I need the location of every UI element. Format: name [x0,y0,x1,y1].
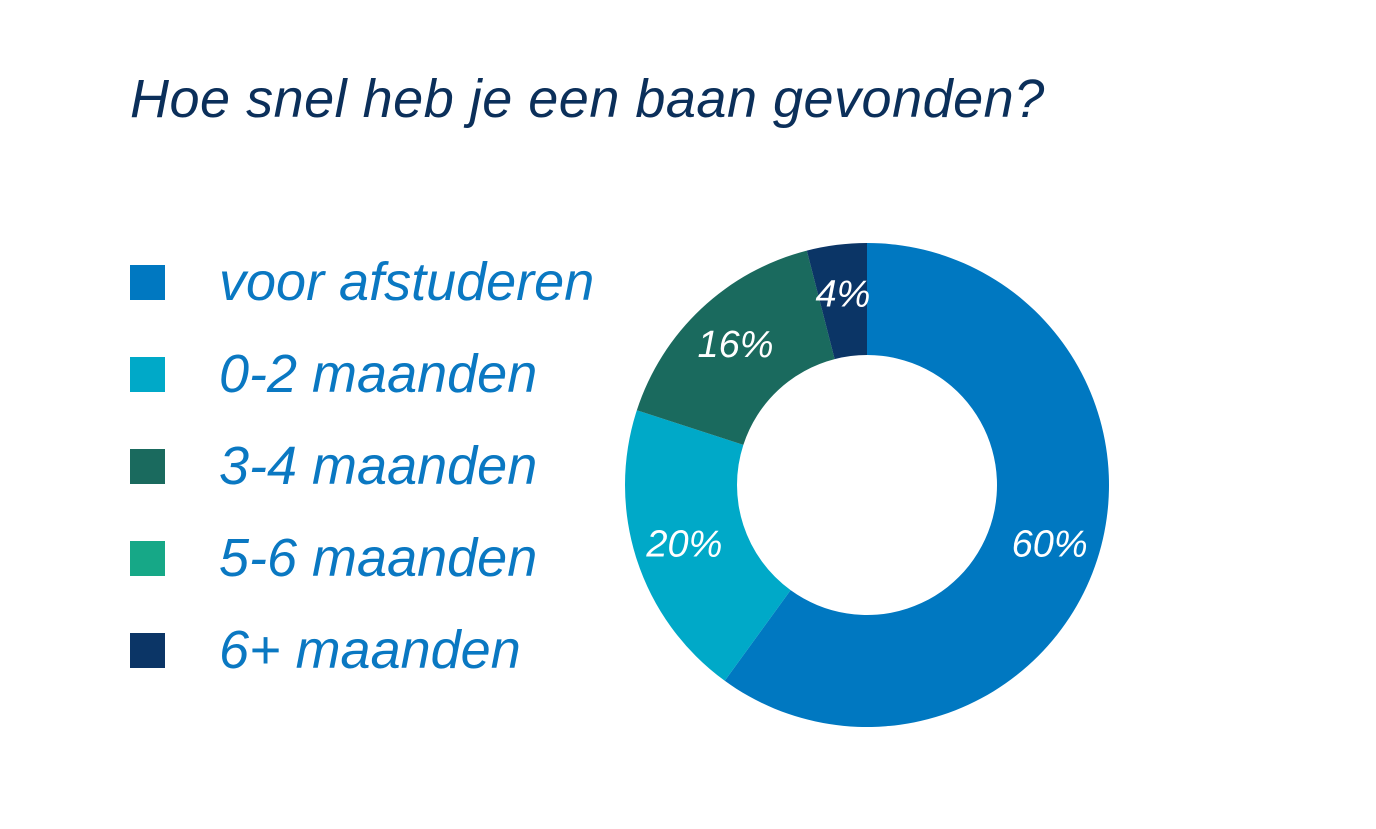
legend-item-0-2-maanden: 0-2 maanden [130,328,594,420]
donut-slice-voor-afstuderen [724,243,1109,727]
legend-swatch [130,356,165,392]
legend-item-3-4-maanden: 3-4 maanden [130,420,594,512]
legend-item-5-6-maanden: 5-6 maanden [130,512,594,604]
donut-slice-0-2-maanden [625,410,791,681]
legend-label: voor afstuderen [219,252,595,312]
legend-label: 3-4 maanden [219,436,538,496]
donut-value-label: 4% [815,274,870,316]
donut-slice-3-4-maanden [636,250,835,445]
legend-item-6-plus-maanden: 6+ maanden [130,604,594,696]
donut-slices [625,243,1109,727]
donut-slice-6-maanden [806,243,867,360]
donut-value-label: 60% [1012,523,1088,565]
legend-label: 6+ maanden [219,620,521,680]
donut-value-labels: 60% 20% 16% 4% [645,274,1087,566]
legend-label: 5-6 maanden [219,528,538,588]
donut-value-label: 20% [645,523,722,565]
chart-title: Hoe snel heb je een baan gevonden? [130,69,1045,129]
legend-swatch [130,632,165,668]
legend-swatch [130,540,165,576]
legend-label: 0-2 maanden [219,344,538,404]
donut-value-label: 16% [698,324,774,366]
legend-swatch [130,264,165,300]
legend-item-voor-afstuderen: voor afstuderen [130,236,594,328]
legend-swatch [130,448,165,484]
legend: voor afstuderen 0-2 maanden 3-4 maanden … [130,236,594,696]
